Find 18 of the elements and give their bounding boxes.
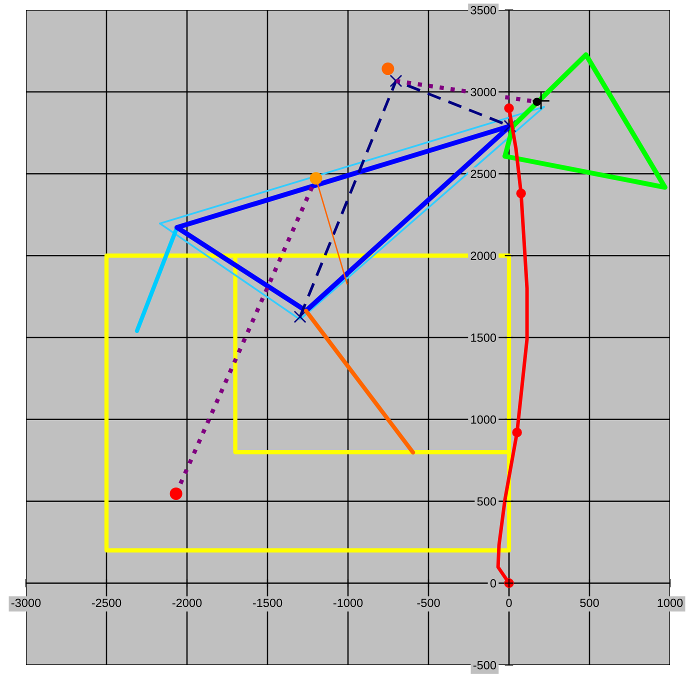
x-tick-label: 500 — [580, 598, 599, 608]
x-tick-label: 0 — [506, 598, 512, 608]
y-tick-label: 500 — [477, 497, 496, 506]
x-tick-label: 1000 — [658, 598, 683, 608]
x-tick-label: -2000 — [172, 598, 202, 608]
x-tick-label: -1000 — [333, 598, 363, 608]
y-tick-label: 2500 — [470, 170, 496, 178]
y-tick-label: 3000 — [470, 88, 496, 96]
x-tick-label: -3000 — [11, 598, 41, 608]
x-tick-label: -2500 — [92, 598, 122, 608]
x-tick-label: -1500 — [252, 598, 282, 608]
y-tick-label: 0 — [490, 579, 496, 588]
y-tick-label: 1500 — [471, 334, 496, 342]
y-tick-label: 2000 — [470, 252, 496, 260]
y-tick-label: 3500 — [470, 6, 496, 14]
x-tick-label: -500 — [417, 598, 440, 608]
y-tick-label: -500 — [473, 661, 496, 670]
y-tick-label: 1000 — [471, 415, 496, 424]
